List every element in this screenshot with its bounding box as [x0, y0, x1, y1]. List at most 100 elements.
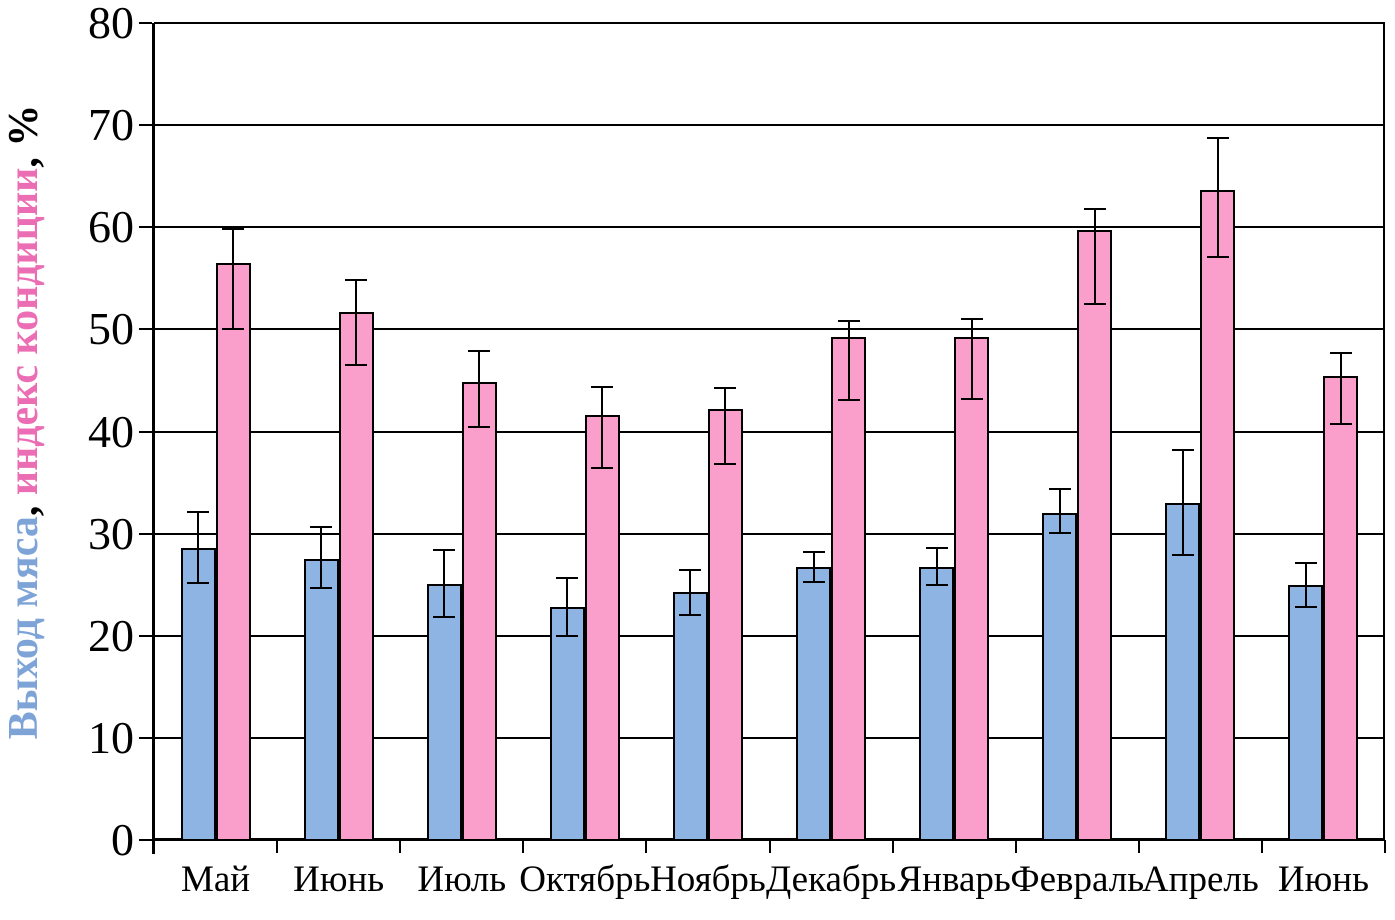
error-bar-line — [1339, 352, 1342, 425]
error-bar-line — [601, 386, 604, 469]
error-bar-cap-bottom — [960, 397, 983, 400]
error-bar-cap-bottom — [1294, 606, 1317, 609]
y-tick-label: 40 — [88, 405, 134, 457]
gridline — [154, 226, 1385, 229]
error-bar-line — [320, 527, 323, 588]
x-axis-label: Июль — [417, 859, 507, 900]
x-tick — [1137, 840, 1140, 853]
error-bar-cap-bottom — [187, 581, 210, 584]
error-bar-cap-bottom — [714, 463, 737, 466]
y-tick-label: 20 — [88, 609, 134, 661]
error-bar-line — [566, 577, 569, 636]
error-bar-line — [1093, 208, 1096, 304]
y-tick — [139, 532, 152, 535]
error-bar-cap-bottom — [679, 614, 702, 617]
plot-right-border — [1383, 23, 1385, 840]
error-bar-cap-bottom — [1206, 255, 1229, 258]
error-bar-cap-top — [1294, 562, 1317, 565]
x-axis-label: Октябрь — [519, 859, 651, 900]
error-bar-cap-top — [1083, 207, 1106, 210]
y-tick — [139, 22, 152, 24]
error-bar-cap-top — [556, 576, 579, 579]
x-tick — [153, 840, 155, 853]
bar-condition-index — [831, 336, 867, 841]
error-bar-cap-top — [310, 526, 333, 529]
y-axis-line — [152, 23, 155, 854]
error-bar-cap-bottom — [591, 467, 614, 470]
error-bar-line — [197, 512, 200, 583]
error-bar-cap-top — [591, 385, 614, 388]
x-axis-label: Май — [180, 859, 251, 900]
error-bar-cap-bottom — [925, 583, 948, 586]
bar-meat-yield — [1165, 502, 1201, 841]
error-bar-cap-top — [1171, 448, 1194, 451]
error-bar-cap-bottom — [345, 364, 368, 367]
x-tick — [1260, 840, 1263, 853]
bar-meat-yield — [303, 559, 339, 841]
x-axis-label: Январь — [897, 859, 1011, 900]
x-tick — [768, 840, 771, 853]
y-tick — [139, 839, 152, 841]
x-tick — [1384, 840, 1386, 853]
bar-condition-index — [1323, 376, 1359, 841]
x-tick — [399, 840, 402, 853]
x-axis-label: Июнь — [1277, 859, 1369, 900]
y-tick-label: 10 — [88, 711, 134, 763]
x-tick — [891, 840, 894, 853]
bar-meat-yield — [426, 583, 462, 841]
y-tick — [139, 430, 152, 433]
error-bar-line — [1216, 138, 1219, 257]
y-tick — [139, 124, 152, 127]
error-bar-cap-bottom — [1329, 423, 1352, 426]
bar-meat-yield — [919, 567, 955, 841]
x-axis-line — [152, 838, 1385, 841]
x-axis-label: Февраль — [1010, 859, 1145, 900]
error-bar-cap-bottom — [1171, 554, 1194, 557]
y-tick-label: 0 — [111, 814, 134, 865]
error-bar-cap-bottom — [802, 580, 825, 583]
gridline — [154, 22, 1385, 24]
error-bar-line — [443, 549, 446, 618]
error-bar-line — [847, 321, 850, 400]
x-axis-label: Декабрь — [765, 859, 897, 900]
error-bar-cap-top — [679, 569, 702, 572]
error-bar-cap-top — [345, 279, 368, 282]
bar-condition-index — [707, 409, 743, 841]
error-bar-cap-top — [1048, 487, 1071, 490]
x-tick — [522, 840, 525, 853]
error-bar-line — [1058, 488, 1061, 533]
x-tick — [645, 840, 648, 853]
x-tick — [276, 840, 279, 853]
gridline — [154, 430, 1385, 433]
bar-condition-index — [954, 336, 990, 841]
bar-condition-index — [584, 415, 620, 841]
bar-condition-index — [461, 382, 497, 841]
y-tick — [139, 634, 152, 637]
error-bar-cap-bottom — [433, 616, 456, 619]
error-bar-line — [478, 350, 481, 428]
bar-meat-yield — [1042, 513, 1078, 841]
error-bar-cap-top — [802, 551, 825, 553]
bar-condition-index — [215, 262, 251, 841]
x-tick — [1014, 840, 1017, 853]
error-bar-cap-top — [1329, 351, 1352, 354]
bar-meat-yield — [1288, 584, 1324, 841]
error-bar-cap-bottom — [556, 634, 579, 637]
error-bar-cap-top — [222, 228, 245, 231]
bar-condition-index — [1077, 230, 1113, 841]
x-axis-label: Июнь — [293, 859, 385, 900]
gridline — [154, 736, 1385, 739]
error-bar-cap-bottom — [310, 586, 333, 589]
x-axis-label: Апрель — [1141, 859, 1259, 900]
error-bar-cap-top — [1206, 137, 1229, 140]
error-bar-cap-bottom — [837, 398, 860, 401]
error-bar-cap-bottom — [1083, 302, 1106, 305]
error-bar-line — [812, 552, 815, 582]
error-bar-line — [1304, 563, 1307, 608]
error-bar-cap-top — [960, 318, 983, 321]
bar-condition-index — [1200, 190, 1236, 841]
error-bar-cap-top — [468, 349, 491, 352]
bar-meat-yield — [672, 591, 708, 841]
y-tick-label: 70 — [88, 99, 134, 151]
error-bar-line — [355, 280, 358, 366]
